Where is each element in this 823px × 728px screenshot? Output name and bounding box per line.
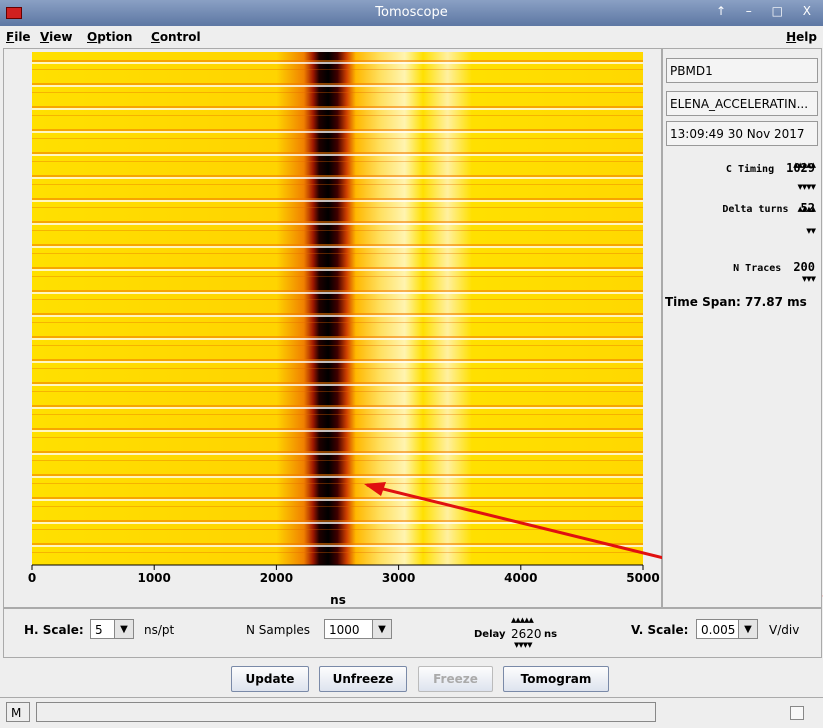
spinner-down[interactable]: ▼▼▼▼ <box>514 641 533 649</box>
setting-label: N Traces <box>733 263 782 274</box>
app-icon <box>6 7 22 19</box>
delay-label: Delay <box>474 629 506 640</box>
time-span: Time Span: 77.87 ms <box>665 295 807 309</box>
n-samples-label: N Samples <box>246 623 311 637</box>
update-button[interactable]: Update <box>231 666 309 692</box>
status-mode: M <box>6 702 30 722</box>
status-message <box>36 702 656 722</box>
spinner-down[interactable]: ▼▼▼▼ <box>797 183 816 191</box>
menu-option[interactable]: Option <box>87 30 133 44</box>
window-title: Tomoscope <box>375 5 448 20</box>
h-scale-unit: ns/pt <box>144 623 175 637</box>
setting-value[interactable]: 1029 <box>786 161 815 175</box>
v-scale-label: V. Scale: <box>631 623 689 637</box>
spinner-down[interactable]: ▼▼ <box>806 227 816 235</box>
tomogram-button[interactable]: Tomogram <box>503 666 609 692</box>
setting-label: C Timing <box>725 164 775 175</box>
h-scale-combo[interactable]: 5 ▼ <box>90 619 134 639</box>
menu-file[interactable]: File <box>6 30 31 44</box>
spinner-down[interactable]: ▼▼▼ <box>801 275 816 283</box>
window-buttons[interactable]: ↑ – □ X <box>715 4 819 18</box>
spinner-up[interactable]: ▲▲▲▲ <box>797 205 816 213</box>
dropdown-button[interactable]: ▼ <box>372 620 391 638</box>
setting-n-traces: N Traces 200 <box>733 260 815 274</box>
setting-c-timing: C Timing 1029 <box>726 161 815 175</box>
menu-view[interactable]: View <box>40 30 73 44</box>
resize-grip[interactable] <box>790 706 804 720</box>
timestamp: 13:09:49 30 Nov 2017 <box>666 121 818 146</box>
delay-value[interactable]: 2620 <box>511 627 542 641</box>
setting-value[interactable]: 52 <box>800 201 815 215</box>
dropdown-button[interactable]: ▼ <box>738 620 757 638</box>
v-scale-combo[interactable]: 0.005 ▼ <box>696 619 758 639</box>
v-scale-unit: V/div <box>769 623 800 637</box>
controls-panel: H. Scale: 5 ▼ ns/pt N Samples 1000 ▼ Delay… <box>3 608 822 658</box>
setting-value[interactable]: 200 <box>793 260 815 274</box>
n-samples-value: 1000 <box>329 623 360 637</box>
menu-bar: File View Option Control Help <box>0 26 823 48</box>
freeze-button: Freeze <box>418 666 493 692</box>
n-samples-combo[interactable]: 1000 ▼ <box>324 619 392 639</box>
dropdown-button[interactable]: ▼ <box>114 620 133 638</box>
heatmap-image <box>32 52 643 565</box>
spinner-up[interactable]: ▲▲▲▲▲ <box>511 616 534 624</box>
device-name: PBMD1 <box>666 58 818 83</box>
menu-control[interactable]: Control <box>151 30 201 44</box>
delay-unit: ns <box>544 629 558 640</box>
info-panel: PBMD1 ELENA_ACCELERATIN... 13:09:49 30 N… <box>662 48 822 608</box>
unfreeze-button[interactable]: Unfreeze <box>319 666 407 692</box>
setting-label: Delta turns <box>722 204 789 215</box>
spinner-up[interactable]: ▲▲▲▲▲ <box>793 161 816 169</box>
status-bar: M <box>0 697 823 728</box>
v-scale-value: 0.005 <box>701 623 736 637</box>
cycle-name: ELENA_ACCELERATIN... <box>666 91 818 116</box>
setting-delta-turns: Delta turns 52 <box>722 201 815 215</box>
h-scale-value: 5 <box>95 623 103 637</box>
title-bar: Tomoscope ↑ – □ X <box>0 0 823 26</box>
menu-help[interactable]: Help <box>786 30 817 44</box>
h-scale-label: H. Scale: <box>24 623 84 637</box>
